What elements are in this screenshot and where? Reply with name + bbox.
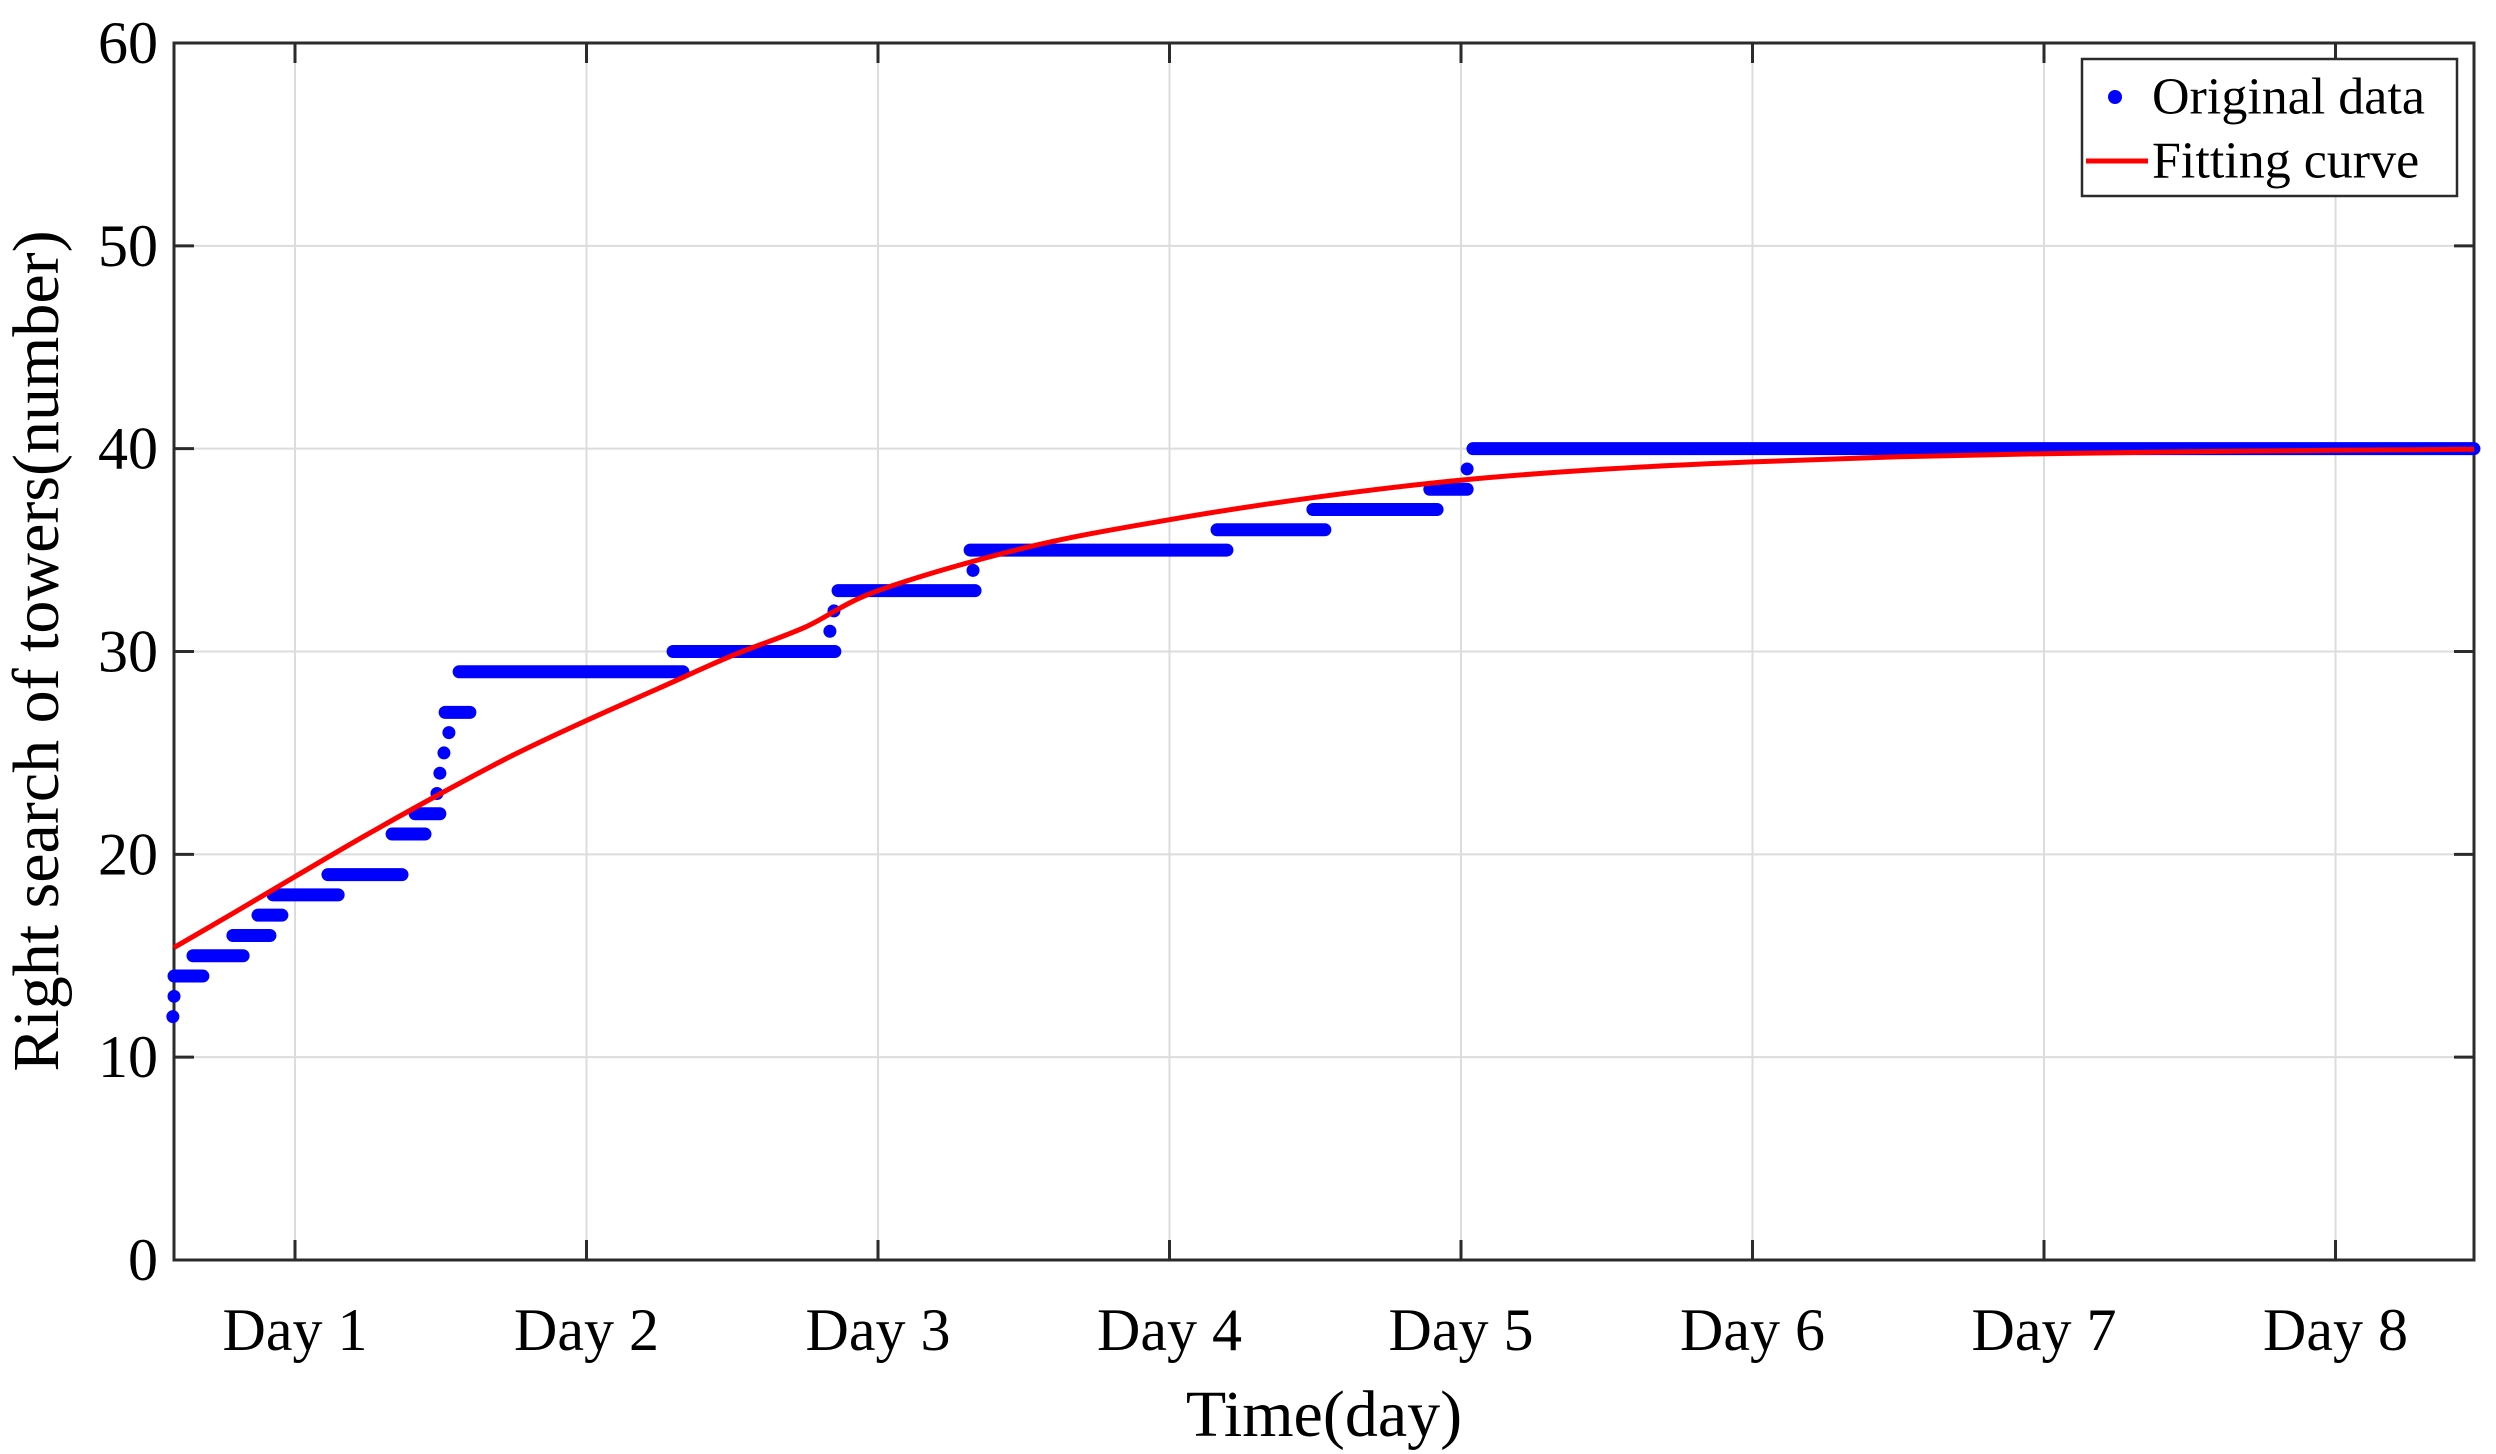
data-dot-34 xyxy=(966,563,980,577)
legend-label-0: Original data xyxy=(2152,69,2425,126)
legend-box xyxy=(2080,57,2459,198)
legend-marker-dot xyxy=(2108,90,2122,104)
data-dot-39 xyxy=(1460,462,1474,476)
fitting-curve-series xyxy=(172,446,2475,950)
axis-ticks xyxy=(174,41,2474,1262)
legend-label-1: Fitting curve xyxy=(2152,133,2419,190)
x-tick-label-day6: Day 6 xyxy=(1680,1297,1825,1363)
x-tick-label-day8: Day 8 xyxy=(2263,1297,2408,1363)
data-dot-31 xyxy=(823,624,837,638)
x-tick-label-day7: Day 7 xyxy=(1972,1297,2117,1363)
original-data-series xyxy=(166,442,2481,1024)
x-tick-label-day3: Day 3 xyxy=(806,1297,951,1363)
x-tick-label-day5: Day 5 xyxy=(1389,1297,1534,1363)
data-dot-12 xyxy=(166,1010,180,1024)
x-axis-label: Time(day) xyxy=(1186,1378,1462,1451)
y-tick-label-60: 60 xyxy=(98,10,158,76)
legend: Original data Fitting curve xyxy=(2080,57,2459,198)
y-axis-label: Right search of towers(number) xyxy=(0,230,73,1071)
y-tick-label-50: 50 xyxy=(98,213,158,279)
y-tick-label-10: 10 xyxy=(98,1024,158,1090)
x-tick-label-day4: Day 4 xyxy=(1097,1297,1242,1363)
y-tick-label-30: 30 xyxy=(98,619,158,685)
gridlines xyxy=(174,43,2474,1260)
data-dot-13 xyxy=(167,989,181,1003)
data-dot-25 xyxy=(437,746,451,760)
tick-labels: 0 10 20 30 40 50 60 Day 1 Day 2 Day 3 Day 4 Day 5 Da… xyxy=(98,10,2408,1363)
y-tick-label-0: 0 xyxy=(128,1227,158,1293)
y-tick-label-20: 20 xyxy=(98,821,158,887)
x-tick-label-day2: Day 2 xyxy=(514,1297,659,1363)
data-dot-26 xyxy=(442,726,456,740)
y-tick-label-40: 40 xyxy=(98,416,158,482)
fitting-curve-path xyxy=(172,446,2475,950)
x-tick-label-day1: Day 1 xyxy=(223,1297,368,1363)
data-dot-24 xyxy=(433,766,447,780)
